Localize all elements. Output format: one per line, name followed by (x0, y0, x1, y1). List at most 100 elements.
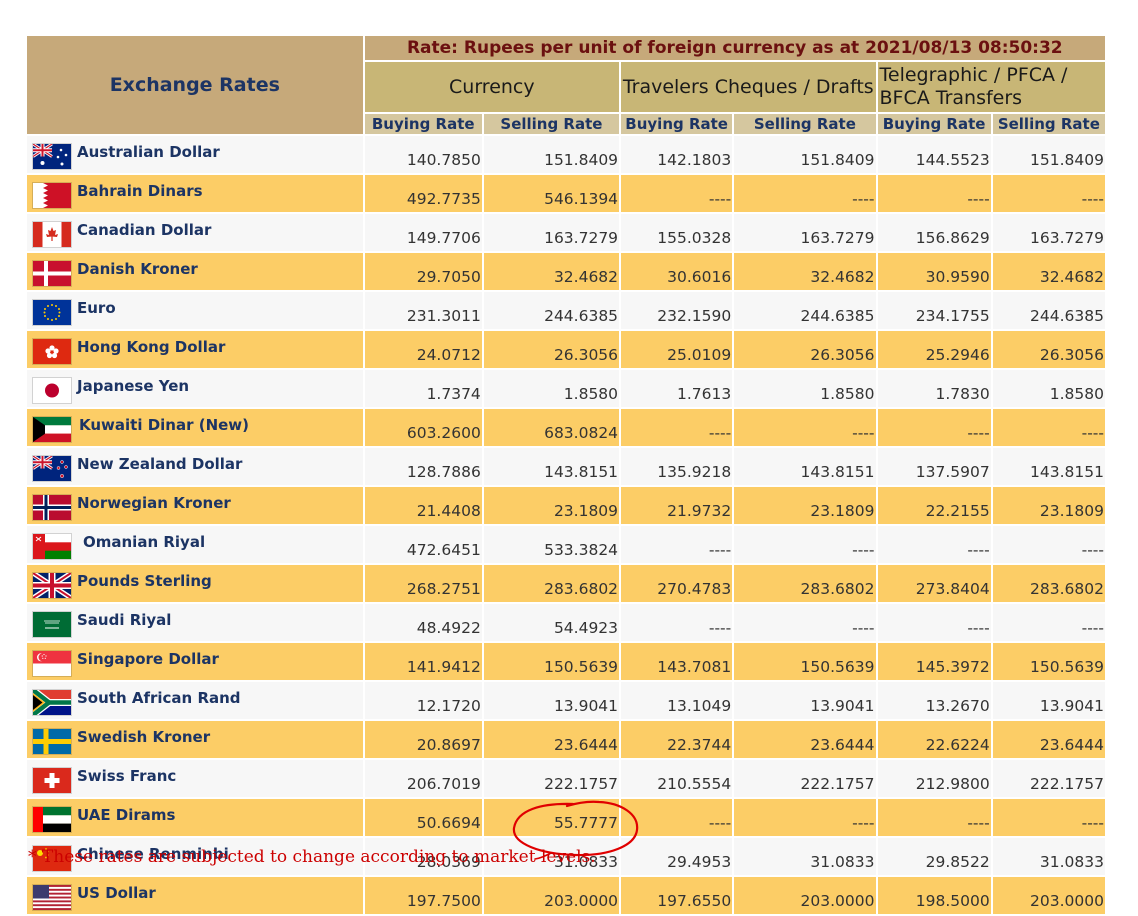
tc-buying-rate: ---- (621, 799, 733, 836)
currency-buying-rate: 197.7500 (364, 877, 482, 914)
ch-flag-icon (33, 768, 71, 793)
kw-flag-icon (33, 417, 71, 442)
currency-name: Norwegian Kroner (77, 494, 231, 512)
currency-cell: Pounds Sterling (27, 565, 363, 602)
group-header-travelers-cheques: Travelers Cheques / Drafts (621, 62, 876, 112)
currency-cell: UAE Dirams (27, 799, 363, 836)
au-flag-icon (33, 144, 71, 169)
currency-name: US Dollar (77, 884, 156, 902)
tt-buying-rate: 234.1755 (877, 292, 991, 329)
currency-name: Danish Kroner (77, 260, 198, 278)
tt-buying-rate: 29.8522 (877, 838, 991, 875)
currency-name: Saudi Riyal (77, 611, 172, 629)
currency-cell: Australian Dollar (27, 136, 363, 173)
tc-buying-rate: 135.9218 (621, 448, 733, 485)
currency-selling-rate: 163.7279 (483, 214, 620, 251)
currency-buying-rate: 140.7850 (364, 136, 482, 173)
tt-buying-rate: 273.8404 (877, 565, 991, 602)
currency-cell: Hong Kong Dollar (27, 331, 363, 368)
tc-selling-rate: 143.8151 (734, 448, 876, 485)
currency-name: Hong Kong Dollar (77, 338, 226, 356)
currency-name: Euro (77, 299, 116, 317)
tt-selling-rate: ---- (992, 604, 1105, 641)
currency-selling-rate: 13.9041 (483, 682, 620, 719)
tt-selling-rate: 1.8580 (992, 370, 1105, 407)
table-row: Australian Dollar 140.7850 151.8409 142.180… (27, 136, 1105, 173)
tc-buying-rate: 13.1049 (621, 682, 733, 719)
currency-cell: Canadian Dollar (27, 214, 363, 251)
no-flag-icon (33, 495, 71, 520)
table-row: Singapore Dollar 141.9412 150.5639 143.7081… (27, 643, 1105, 680)
us-flag-icon (33, 885, 71, 910)
bh-flag-icon (33, 183, 71, 208)
column-header-tc-selling: Selling Rate (734, 114, 876, 134)
dk-flag-icon (33, 261, 71, 286)
currency-selling-rate: 32.4682 (483, 253, 620, 290)
currency-cell: New Zealand Dollar (27, 448, 363, 485)
table-row: Kuwaiti Dinar (New) 603.2600 683.0824 ---- -… (27, 409, 1105, 446)
currency-cell: South African Rand (27, 682, 363, 719)
tc-selling-rate: ---- (734, 175, 876, 212)
tc-selling-rate: ---- (734, 604, 876, 641)
currency-selling-rate: 150.5639 (483, 643, 620, 680)
currency-buying-rate: 206.7019 (364, 760, 482, 797)
tt-buying-rate: ---- (877, 409, 991, 446)
ca-flag-icon (33, 222, 71, 247)
currency-cell: US Dollar (27, 877, 363, 914)
rates-body: Australian Dollar 140.7850 151.8409 142.180… (27, 136, 1105, 914)
currency-name: South African Rand (77, 689, 241, 707)
currency-buying-rate: 50.6694 (364, 799, 482, 836)
tc-selling-rate: ---- (734, 409, 876, 446)
currency-name: Pounds Sterling (77, 572, 212, 590)
currency-cell: Swedish Kroner (27, 721, 363, 758)
currency-name: UAE Dirams (77, 806, 176, 824)
currency-cell: Norwegian Kroner (27, 487, 363, 524)
tc-selling-rate: 150.5639 (734, 643, 876, 680)
currency-selling-rate: 203.0000 (483, 877, 620, 914)
table-row: Swiss Franc 206.7019 222.1757 210.5554 222.1… (27, 760, 1105, 797)
tt-buying-rate: 13.2670 (877, 682, 991, 719)
currency-name: Kuwaiti Dinar (New) (79, 416, 250, 434)
tc-selling-rate: ---- (734, 799, 876, 836)
currency-selling-rate: 23.1809 (483, 487, 620, 524)
currency-cell: Bahrain Dinars (27, 175, 363, 212)
tc-buying-rate: 232.1590 (621, 292, 733, 329)
table-row: UAE Dirams 50.6694 55.7777 ---- ---- ---- ---- (27, 799, 1105, 836)
currency-buying-rate: 24.0712 (364, 331, 482, 368)
currency-name: Singapore Dollar (77, 650, 219, 668)
tt-buying-rate: 22.2155 (877, 487, 991, 524)
currency-cell: Saudi Riyal (27, 604, 363, 641)
currency-selling-rate: 1.8580 (483, 370, 620, 407)
tc-selling-rate: 244.6385 (734, 292, 876, 329)
tt-buying-rate: 144.5523 (877, 136, 991, 173)
currency-selling-rate: 283.6802 (483, 565, 620, 602)
currency-cell: Swiss Franc (27, 760, 363, 797)
table-row: Swedish Kroner 20.8697 23.6444 22.3744 23.64… (27, 721, 1105, 758)
currency-selling-rate: 244.6385 (483, 292, 620, 329)
tt-selling-rate: 31.0833 (992, 838, 1105, 875)
gb-flag-icon (33, 573, 71, 598)
tc-selling-rate: 13.9041 (734, 682, 876, 719)
currency-buying-rate: 141.9412 (364, 643, 482, 680)
tt-selling-rate: 222.1757 (992, 760, 1105, 797)
currency-buying-rate: 472.6451 (364, 526, 482, 563)
currency-name: Canadian Dollar (77, 221, 212, 239)
tc-selling-rate: 163.7279 (734, 214, 876, 251)
currency-cell: Kuwaiti Dinar (New) (27, 409, 363, 446)
currency-selling-rate: 683.0824 (483, 409, 620, 446)
tt-selling-rate: 23.1809 (992, 487, 1105, 524)
hk-flag-icon (33, 339, 71, 364)
tc-selling-rate: 23.6444 (734, 721, 876, 758)
tc-buying-rate: 270.4783 (621, 565, 733, 602)
currency-buying-rate: 128.7886 (364, 448, 482, 485)
tt-selling-rate: 26.3056 (992, 331, 1105, 368)
tc-buying-rate: 29.4953 (621, 838, 733, 875)
tc-buying-rate: ---- (621, 604, 733, 641)
currency-buying-rate: 29.7050 (364, 253, 482, 290)
tt-buying-rate: 137.5907 (877, 448, 991, 485)
tc-buying-rate: ---- (621, 175, 733, 212)
tc-buying-rate: 1.7613 (621, 370, 733, 407)
currency-buying-rate: 1.7374 (364, 370, 482, 407)
currency-selling-rate: 151.8409 (483, 136, 620, 173)
tc-selling-rate: 203.0000 (734, 877, 876, 914)
